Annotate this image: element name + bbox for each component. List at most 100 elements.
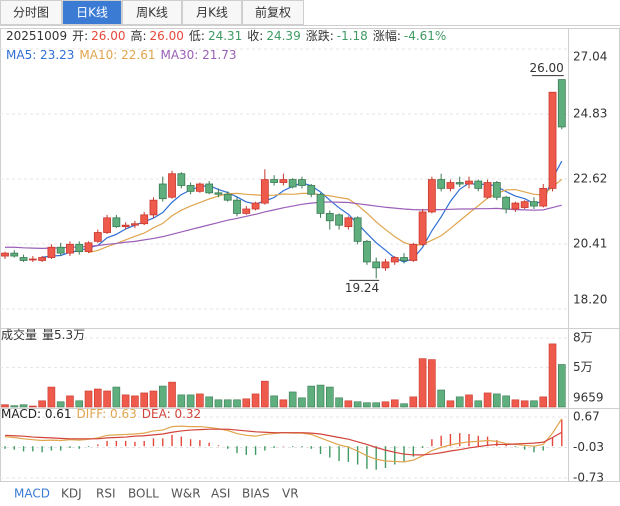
macd-bar [254,446,257,455]
indicator-tab[interactable]: BIAS [242,487,270,501]
volume-bar [446,400,455,408]
candle-body [548,91,557,189]
line [88,178,563,254]
volume-bar [288,391,297,408]
macd-bar [41,446,43,453]
candle-body [279,179,288,183]
candle-body [214,192,223,195]
macd-bar [50,446,53,451]
indicator-tab[interactable]: KDJ [61,487,82,501]
volume-bar [233,399,241,408]
macd-bar [347,446,350,462]
volume-bar [131,395,139,408]
macd-bar [394,446,396,465]
volume-bar [186,394,195,408]
indicator-tab[interactable]: VR [282,487,299,501]
candle-body [539,188,548,207]
volume-bar [400,403,408,408]
tab-label[interactable]: 月K线 [196,6,228,20]
volume-bar [520,400,529,408]
volume-bar [270,395,278,408]
candle-body [502,196,511,210]
volume-bar [316,384,325,408]
legend-entry: MACD: 0.61 [1,407,72,421]
volume-bar [390,399,399,408]
candle-body [446,182,455,189]
y-tick-label: -0.73 [573,471,604,485]
tab[interactable] [0,0,62,25]
volume-name: 成交量 [1,327,37,342]
macd-bar [533,446,535,453]
tab-label[interactable]: 分时图 [13,6,49,20]
macd-bar [459,433,461,447]
tab[interactable] [182,0,242,25]
volume-bar [428,359,436,408]
info-label: 开: [72,29,88,43]
tab-label[interactable]: 日K线 [76,6,108,20]
volume-bar [511,399,520,408]
candle-body [19,257,28,261]
macd-bar [69,446,71,448]
volume-bar [56,401,65,408]
candle-body [400,257,408,261]
low-label: 19.24 [345,281,379,295]
volume-bar [158,385,167,408]
tab-label[interactable]: 周K线 [136,6,168,20]
candle-body [316,193,325,214]
candle-body [474,180,483,189]
volume-bar [10,405,19,408]
candle-body [168,173,176,198]
indicator-tab[interactable]: BOLL [128,487,159,501]
info-label: 高: [130,28,146,43]
volume-bar [66,395,74,408]
volume-bar [344,400,353,408]
candle-body [418,211,427,245]
legend-entry: MA10: 22.61 [79,48,155,62]
indicator-tab[interactable]: W&R [171,487,201,501]
macd-bar [523,446,526,450]
candle-body [195,183,204,192]
info-value: 24.39 [266,29,300,43]
macd-bar [134,441,136,447]
volume-bar [84,390,93,408]
candle-body [242,208,251,214]
y-tick-label: 8万 [573,331,593,345]
volume-bar [29,405,37,408]
candle-body [56,246,65,254]
candle-body [158,183,167,200]
indicator-tab[interactable]: RSI [96,487,116,501]
volume-bar [214,399,223,408]
candle-body [335,214,343,226]
candle-body [455,182,464,185]
macd-bar [245,446,247,455]
volume-bar [325,386,334,408]
indicator-tab[interactable]: ASI [211,487,230,501]
tab[interactable] [62,0,122,25]
labels: 20251009 开: 26.00 高: 26.00 低: 24.31 收: 24.39 涨跌: -… [1,28,607,485]
candle-body [223,193,232,201]
macd-bar [78,446,80,449]
volume-bar [483,392,492,408]
info-line: 20251009 开: 26.00 高: 26.00 低: 24.31 收: 24.39 涨跌: -… [6,28,446,43]
macd-bar [208,442,210,447]
volume-bar [307,385,316,408]
tab-label[interactable]: 前复权 [255,5,291,20]
candle-body [557,79,566,128]
volume-bar [38,400,46,408]
volume-bar [205,396,213,408]
macd-bar [505,444,507,447]
tab[interactable] [242,0,304,25]
macd-bar [273,446,275,448]
macd-bar [440,435,442,447]
y-tick-label: 0.67 [573,410,600,424]
legend: MA5: 23.23 MA10: 22.61 MA30: 21.73 [6,48,237,62]
volume-title: 成交量 量5.3万 [1,327,85,342]
volume-bar [335,397,343,408]
candle-body [28,258,37,261]
tab[interactable] [122,0,182,25]
volume-bar [242,398,251,408]
volume-bar [112,386,121,408]
indicator-tab[interactable]: MACD [14,487,50,501]
macd-bar [421,446,424,448]
